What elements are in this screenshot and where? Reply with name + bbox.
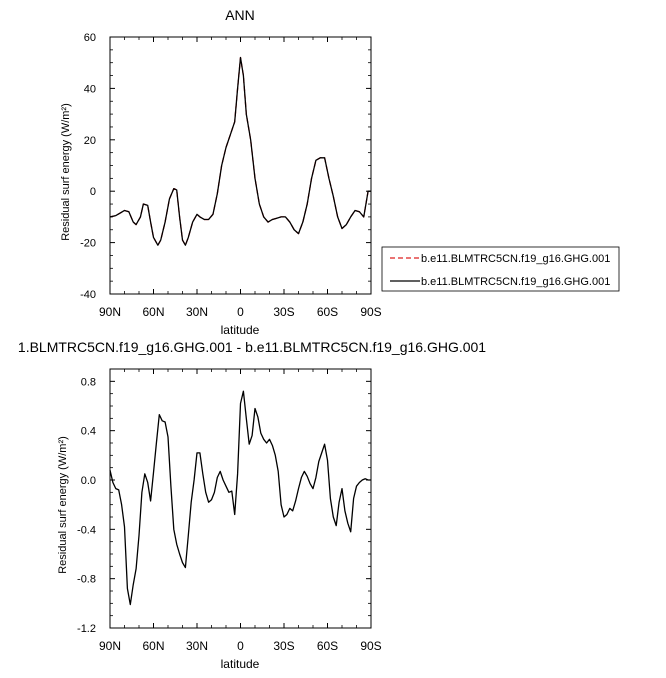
bottom-xtick-label: 30S xyxy=(273,639,294,653)
bottom-ytick-label: 0.8 xyxy=(81,376,96,388)
bottom-ytick-label: 0.0 xyxy=(81,475,96,487)
top-chart-title: ANN xyxy=(225,7,255,23)
bottom-ticks: 90N 60N 30N 0 30S 60S 90S -1.2 -0.8 -0.4 0.0 0.4 0.8 xyxy=(77,369,382,653)
bottom-series-group xyxy=(109,390,371,606)
bottom-ytick-label: -1.2 xyxy=(77,623,96,635)
top-xtick-label: 60S xyxy=(317,305,338,319)
top-x-axis-title: latitude xyxy=(221,323,260,337)
bottom-panel: 1.BLMTRC5CN.f19_g16.GHG.001 - b.e11.BLMT… xyxy=(18,339,486,671)
bottom-chart-title: 1.BLMTRC5CN.f19_g16.GHG.001 - b.e11.BLMT… xyxy=(18,339,486,355)
bottom-x-axis-title: latitude xyxy=(221,657,260,671)
legend-label-1: b.e11.BLMTRC5CN.f19_g16.GHG.001 xyxy=(421,276,610,288)
legend: b.e11.BLMTRC5CN.f19_g16.GHG.001 b.e11.BL… xyxy=(381,246,620,292)
top-xtick-label: 60N xyxy=(142,305,164,319)
top-xtick-label: 30N xyxy=(186,305,208,319)
bottom-xtick-label: 90S xyxy=(360,639,381,653)
bottom-y-axis-title: Residual surf energy (W/m²) xyxy=(57,436,69,574)
bottom-ytick-label: -0.8 xyxy=(77,574,96,586)
top-y-axis-title: Residual surf energy (W/m²) xyxy=(60,103,72,241)
top-xtick-label: 30S xyxy=(273,305,294,319)
bottom-xtick-label: 0 xyxy=(237,639,244,653)
top-ytick-label: 60 xyxy=(84,32,96,44)
top-ytick-label: 0 xyxy=(90,186,96,198)
top-ytick-label: -40 xyxy=(80,289,96,301)
top-series-group xyxy=(109,56,371,246)
top-ytick-label: -20 xyxy=(80,238,96,250)
bottom-ytick-label: -0.4 xyxy=(77,524,96,536)
top-y-axis-title-text: Residual surf energy (W/m²) xyxy=(60,103,72,241)
bottom-xtick-label: 90N xyxy=(99,639,121,653)
bottom-series-line-0 xyxy=(109,390,371,606)
top-ytick-label: 40 xyxy=(84,83,96,95)
top-ticks: 90N 60N 30N 0 30S 60S 90S -40 -20 0 20 40 60 xyxy=(80,32,382,319)
top-xtick-label: 90S xyxy=(360,305,381,319)
top-series-line-1 xyxy=(109,56,371,246)
top-plot-frame xyxy=(109,36,372,295)
legend-box xyxy=(381,246,620,292)
top-xtick-label: 0 xyxy=(237,305,244,319)
top-panel: ANN 90N 60N 30N 0 30S 60S 90S -40 -20 0 20 40 60 lat… xyxy=(60,7,620,337)
bottom-y-axis-title-text: Residual surf energy (W/m²) xyxy=(57,436,69,574)
bottom-xtick-label: 60N xyxy=(142,639,164,653)
bottom-xtick-label: 60S xyxy=(317,639,338,653)
legend-label-0: b.e11.BLMTRC5CN.f19_g16.GHG.001 xyxy=(421,253,610,265)
bottom-xtick-label: 30N xyxy=(186,639,208,653)
top-ytick-label: 20 xyxy=(84,135,96,147)
bottom-ytick-label: 0.4 xyxy=(81,426,96,438)
top-xtick-label: 90N xyxy=(99,305,121,319)
